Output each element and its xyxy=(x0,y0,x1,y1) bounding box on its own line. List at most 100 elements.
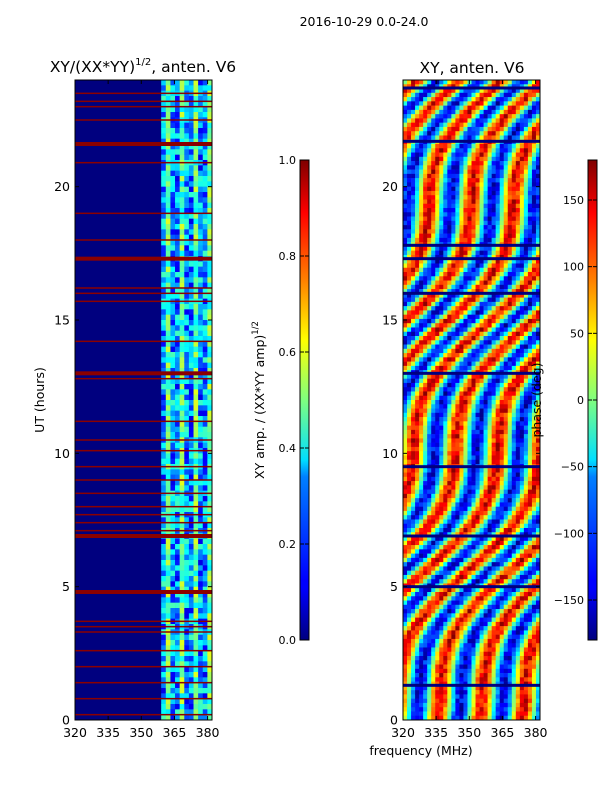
heatmap-cell xyxy=(495,493,501,499)
colorbar-tick-label: 0.2 xyxy=(279,538,297,551)
heatmap-cell xyxy=(188,570,194,577)
heatmap-cell xyxy=(403,626,408,631)
heatmap-cell xyxy=(471,391,476,397)
heatmap-cell xyxy=(447,382,452,388)
heatmap-cell xyxy=(193,208,199,214)
heatmap-cell xyxy=(407,280,412,286)
heatmap-cell xyxy=(184,272,190,278)
heatmap-cell xyxy=(170,101,176,107)
saturated-row xyxy=(75,377,212,380)
heatmap-cell xyxy=(170,149,176,155)
heatmap-cell xyxy=(447,327,452,333)
heatmap-cell xyxy=(455,579,460,584)
heatmap-cell xyxy=(459,208,464,213)
heatmap-cell xyxy=(193,245,199,251)
heatmap-cell xyxy=(467,506,472,512)
heatmap-cell xyxy=(495,481,501,486)
heatmap-cell xyxy=(439,331,444,337)
heatmap-cell xyxy=(447,186,452,192)
heatmap-cell xyxy=(443,673,448,678)
heatmap-cell xyxy=(447,318,452,324)
heatmap-cell xyxy=(475,314,480,320)
heatmap-cell xyxy=(431,519,436,525)
heatmap-cell xyxy=(165,714,171,720)
heatmap-cell xyxy=(407,387,412,392)
heatmap-cell xyxy=(427,498,432,503)
heatmap-cell xyxy=(439,673,444,678)
heatmap-cell xyxy=(463,156,468,162)
heatmap-cell xyxy=(463,609,468,614)
heatmap-cell xyxy=(443,412,448,418)
heatmap-cell xyxy=(491,289,496,294)
heatmap-cell xyxy=(427,229,432,234)
heatmap-cell xyxy=(175,266,180,273)
heatmap-cell xyxy=(423,417,428,422)
heatmap-cell xyxy=(487,481,492,486)
heatmap-cell xyxy=(459,711,464,717)
heatmap-cell xyxy=(483,613,488,618)
heatmap-cell xyxy=(439,173,444,179)
heatmap-cell xyxy=(463,306,468,311)
heatmap-cell xyxy=(419,442,424,448)
heatmap-cell xyxy=(161,672,167,678)
heatmap-cell xyxy=(479,101,484,106)
heatmap-cell xyxy=(495,182,501,187)
heatmap-cell xyxy=(415,412,420,418)
heatmap-cell xyxy=(207,106,212,113)
heatmap-cell xyxy=(471,656,476,661)
heatmap-cell xyxy=(184,400,190,406)
heatmap-cell xyxy=(475,570,480,576)
heatmap-cell xyxy=(193,672,199,678)
heatmap-cell xyxy=(415,694,420,699)
heatmap-cell xyxy=(411,212,416,217)
heatmap-cell xyxy=(184,709,190,715)
heatmap-cell xyxy=(471,711,476,717)
heatmap-cell xyxy=(435,152,440,158)
heatmap-cell xyxy=(202,576,208,582)
heatmap-cell xyxy=(198,581,204,587)
heatmap-cell xyxy=(198,85,204,91)
heatmap-cell xyxy=(475,510,480,516)
heatmap-cell xyxy=(487,88,492,94)
heatmap-cell xyxy=(175,144,180,150)
heatmap-cell xyxy=(443,545,448,550)
heatmap-cell xyxy=(403,493,408,499)
heatmap-cell xyxy=(455,80,460,85)
heatmap-cell xyxy=(471,152,476,158)
heatmap-cell xyxy=(447,638,452,644)
heatmap-cell xyxy=(479,506,484,512)
heatmap-cell xyxy=(483,165,488,170)
heatmap-cell xyxy=(423,289,428,294)
heatmap-cell xyxy=(415,613,420,618)
heatmap-cell xyxy=(439,472,444,478)
heatmap-cell xyxy=(443,442,448,448)
heatmap-cell xyxy=(161,122,167,129)
heatmap-cell xyxy=(184,602,190,609)
heatmap-cell xyxy=(411,643,416,648)
heatmap-cell xyxy=(447,417,452,422)
heatmap-cell xyxy=(455,702,460,708)
heatmap-cell xyxy=(435,195,440,200)
heatmap-cell xyxy=(439,246,444,251)
heatmap-cell xyxy=(455,485,460,490)
heatmap-cell xyxy=(423,690,428,695)
heatmap-cell xyxy=(483,310,488,315)
heatmap-cell xyxy=(447,263,452,269)
heatmap-cell xyxy=(207,538,212,545)
heatmap-cell xyxy=(431,694,436,699)
heatmap-cell xyxy=(202,192,208,198)
heatmap-cell xyxy=(431,387,436,392)
heatmap-cell xyxy=(467,459,472,465)
heatmap-cell xyxy=(193,554,199,561)
heatmap-cell xyxy=(198,112,204,118)
heatmap-cell xyxy=(165,501,171,507)
heatmap-cell xyxy=(202,144,208,150)
heatmap-cell xyxy=(475,195,480,200)
heatmap-cell xyxy=(184,613,190,619)
heatmap-cell xyxy=(479,677,484,682)
heatmap-cell xyxy=(479,446,484,452)
heatmap-cell xyxy=(455,429,460,435)
heatmap-cell xyxy=(407,587,412,593)
heatmap-cell xyxy=(175,293,180,299)
heatmap-cell xyxy=(170,421,176,427)
